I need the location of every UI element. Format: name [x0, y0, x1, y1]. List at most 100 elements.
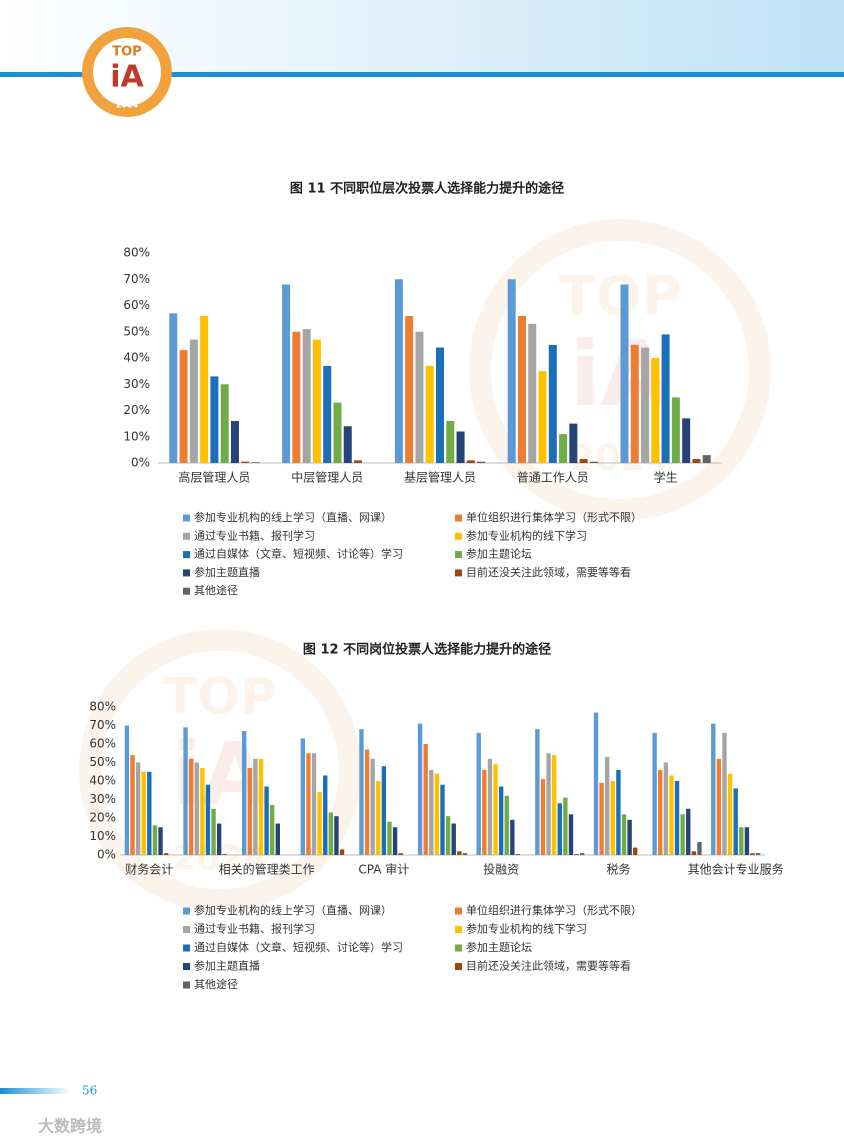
bar [141, 771, 146, 855]
legend-label: 单位组织进行集体学习（形式不限） [466, 510, 642, 524]
legend-label: 通过专业书籍、报刊学习 [194, 922, 315, 936]
logo-mark: iA [110, 60, 144, 95]
bar [671, 397, 680, 463]
bar [535, 729, 540, 855]
legend-label: 其他途径 [194, 583, 238, 597]
legend-label: 参加主题论坛 [466, 547, 532, 561]
bar [364, 749, 370, 855]
bar [559, 434, 568, 463]
legend-swatch [183, 963, 190, 970]
bar [189, 339, 198, 463]
bar [589, 461, 598, 463]
bar [130, 755, 135, 855]
watermark-ring [79, 629, 361, 911]
bar [627, 819, 632, 855]
bar [579, 853, 585, 855]
bar [179, 350, 188, 463]
legend-label: 目前还没关注此领域，需要等等看 [466, 565, 631, 579]
bar [392, 827, 398, 855]
y-tick-label: 80% [123, 246, 150, 260]
bar [230, 421, 239, 463]
bar [451, 823, 456, 855]
legend-label: 参加专业机构的线上学习（直播、网课） [194, 510, 392, 524]
legend-swatch [183, 981, 190, 989]
y-tick-label: 0% [97, 848, 116, 862]
bar [557, 803, 562, 855]
bar [211, 808, 216, 855]
bar [457, 851, 462, 855]
y-tick-label: 10% [89, 829, 116, 843]
bar [716, 758, 722, 855]
y-tick-label: 0% [131, 456, 150, 470]
bar [493, 764, 498, 855]
x-tick-label: CPA 审计 [358, 862, 409, 877]
bar [504, 795, 509, 855]
x-tick-label: 税务 [606, 862, 630, 877]
bar [722, 732, 727, 855]
logo: TOP iA 2024 [82, 27, 172, 117]
legend-label: 参加专业机构的线下学习 [466, 528, 587, 542]
bar [423, 744, 428, 855]
bar [354, 460, 363, 463]
legend-swatch [455, 569, 462, 577]
bar [733, 788, 738, 855]
bar [456, 431, 465, 463]
bar [251, 462, 260, 463]
header-line [0, 72, 844, 77]
bar [633, 847, 638, 855]
bar [312, 339, 321, 463]
legend-swatch [183, 926, 190, 933]
bar [275, 823, 280, 855]
bar [311, 753, 317, 855]
page-number: 56 [82, 1084, 97, 1098]
bar [270, 805, 275, 855]
legend-swatch [455, 944, 462, 952]
bar [599, 782, 604, 855]
bar [394, 279, 403, 463]
bar [476, 732, 481, 855]
legend-label: 通过自媒体（文章、短视频、讨论等）学习 [194, 547, 403, 561]
bar [563, 797, 568, 855]
bar [163, 853, 169, 855]
y-tick-label: 30% [89, 792, 116, 806]
legend-label: 参加主题直播 [194, 565, 260, 579]
legend-swatch [183, 907, 190, 915]
bar [222, 854, 227, 855]
bar [593, 712, 599, 855]
y-tick-label: 40% [89, 774, 116, 788]
legend-swatch [455, 926, 462, 933]
bar [417, 723, 423, 855]
bar [241, 731, 247, 855]
bar [669, 775, 674, 855]
bar [750, 853, 755, 855]
bar [546, 753, 551, 855]
bar [507, 279, 516, 463]
bar [264, 786, 269, 855]
bar [200, 316, 209, 463]
bar [569, 423, 578, 463]
bar [205, 784, 211, 855]
bar [510, 819, 515, 855]
bar [652, 732, 657, 855]
bar [621, 814, 627, 855]
bar [680, 814, 685, 855]
bar [610, 781, 615, 855]
legend-swatch [183, 551, 190, 559]
bar [247, 768, 252, 855]
bar [292, 331, 301, 463]
y-tick-label: 50% [123, 324, 150, 338]
bar [692, 459, 701, 463]
x-tick-label: 基层管理人员 [404, 470, 476, 485]
bar [323, 365, 332, 463]
y-tick-label: 20% [123, 403, 150, 417]
y-tick-label: 20% [89, 811, 116, 825]
legend-label: 参加主题论坛 [466, 940, 532, 954]
bar [487, 758, 493, 855]
bar [605, 756, 610, 855]
bar [359, 729, 364, 855]
bar [405, 316, 414, 463]
y-tick-label: 70% [123, 272, 150, 286]
logo-year: 2024 [116, 101, 139, 110]
watermark-ring [469, 219, 771, 521]
